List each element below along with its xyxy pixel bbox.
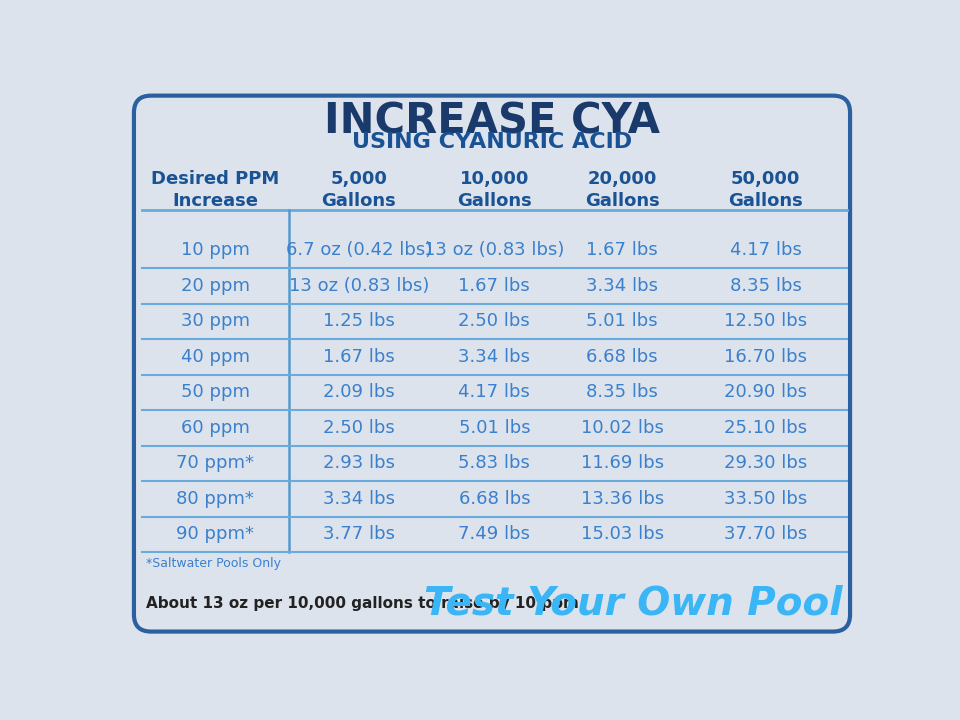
Text: INCREASE CYA: INCREASE CYA [324,100,660,142]
Text: 1.67 lbs: 1.67 lbs [459,277,530,295]
Text: 1.25 lbs: 1.25 lbs [323,312,395,330]
Text: 3.34 lbs: 3.34 lbs [458,348,530,366]
Text: 10,000
Gallons: 10,000 Gallons [457,170,532,210]
Text: 33.50 lbs: 33.50 lbs [724,490,807,508]
Text: 3.34 lbs: 3.34 lbs [587,277,659,295]
Text: 30 ppm: 30 ppm [180,312,250,330]
Text: Test Your Own Pool: Test Your Own Pool [424,585,843,623]
Text: About 13 oz per 10,000 gallons to raise by 10 ppm: About 13 oz per 10,000 gallons to raise … [146,596,579,611]
Text: Desired PPM
Increase: Desired PPM Increase [151,170,279,210]
Text: 2.93 lbs: 2.93 lbs [323,454,395,472]
Text: 6.7 oz (0.42 lbs): 6.7 oz (0.42 lbs) [285,241,432,259]
Text: 12.50 lbs: 12.50 lbs [724,312,807,330]
Text: 10.02 lbs: 10.02 lbs [581,419,663,437]
Text: 60 ppm: 60 ppm [180,419,250,437]
Text: 4.17 lbs: 4.17 lbs [730,241,802,259]
Text: 90 ppm*: 90 ppm* [177,526,254,544]
Text: 6.68 lbs: 6.68 lbs [459,490,530,508]
Text: 11.69 lbs: 11.69 lbs [581,454,663,472]
Text: 37.70 lbs: 37.70 lbs [724,526,807,544]
Text: 20.90 lbs: 20.90 lbs [724,384,807,402]
Text: 50,000
Gallons: 50,000 Gallons [729,170,803,210]
Text: 4.17 lbs: 4.17 lbs [458,384,530,402]
Text: 3.77 lbs: 3.77 lbs [323,526,395,544]
Text: 1.67 lbs: 1.67 lbs [323,348,395,366]
Text: 5,000
Gallons: 5,000 Gallons [322,170,396,210]
Text: 13.36 lbs: 13.36 lbs [581,490,663,508]
Text: 8.35 lbs: 8.35 lbs [730,277,802,295]
FancyBboxPatch shape [134,96,850,631]
Text: 80 ppm*: 80 ppm* [177,490,254,508]
Text: 15.03 lbs: 15.03 lbs [581,526,663,544]
Text: 2.50 lbs: 2.50 lbs [323,419,395,437]
Text: 20 ppm: 20 ppm [180,277,250,295]
Text: *Saltwater Pools Only: *Saltwater Pools Only [146,557,280,570]
Text: 25.10 lbs: 25.10 lbs [724,419,807,437]
Text: 20,000
Gallons: 20,000 Gallons [585,170,660,210]
Text: 40 ppm: 40 ppm [180,348,250,366]
Text: 5.01 lbs: 5.01 lbs [459,419,530,437]
Text: 5.83 lbs: 5.83 lbs [458,454,530,472]
Text: 2.09 lbs: 2.09 lbs [323,384,395,402]
Text: 5.01 lbs: 5.01 lbs [587,312,658,330]
Text: USING CYANURIC ACID: USING CYANURIC ACID [352,132,632,152]
Text: 3.34 lbs: 3.34 lbs [323,490,395,508]
Text: 1.67 lbs: 1.67 lbs [587,241,658,259]
Text: 2.50 lbs: 2.50 lbs [459,312,530,330]
Text: 29.30 lbs: 29.30 lbs [724,454,807,472]
Text: 13 oz (0.83 lbs): 13 oz (0.83 lbs) [424,241,564,259]
Text: 13 oz (0.83 lbs): 13 oz (0.83 lbs) [289,277,429,295]
Text: 6.68 lbs: 6.68 lbs [587,348,658,366]
Text: 16.70 lbs: 16.70 lbs [724,348,807,366]
Text: 10 ppm: 10 ppm [180,241,250,259]
Text: 7.49 lbs: 7.49 lbs [458,526,530,544]
Text: 8.35 lbs: 8.35 lbs [587,384,659,402]
Text: 50 ppm: 50 ppm [180,384,250,402]
Text: 70 ppm*: 70 ppm* [177,454,254,472]
